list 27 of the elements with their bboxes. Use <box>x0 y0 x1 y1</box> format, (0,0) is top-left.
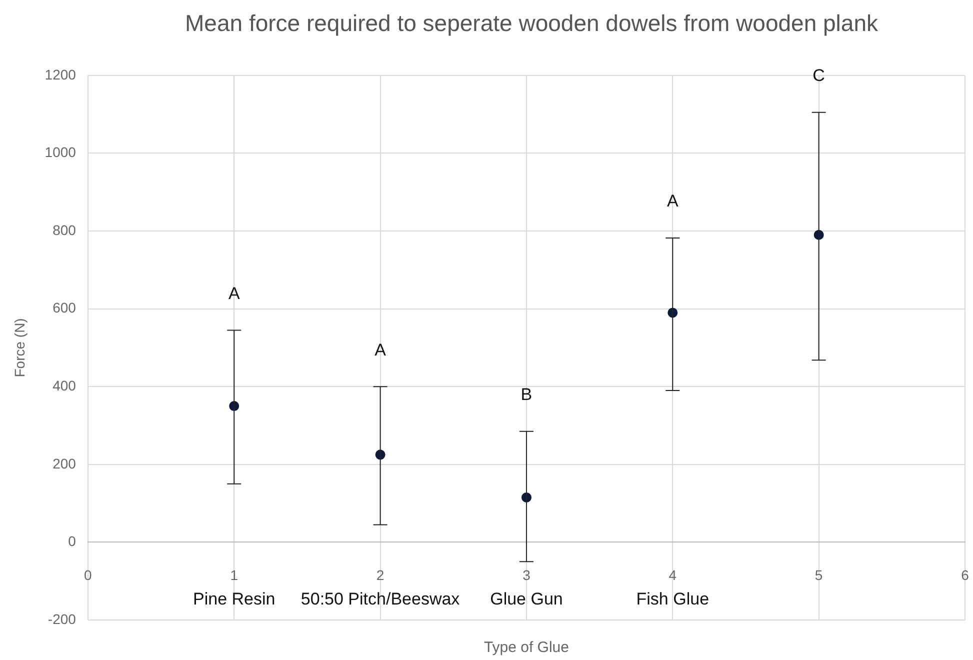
annotation: A <box>228 284 240 303</box>
y-tick-label: 400 <box>52 377 76 394</box>
y-tick-label: 600 <box>52 300 76 316</box>
x-tick-label: 5 <box>814 567 823 584</box>
x-tick-label: 4 <box>668 567 677 584</box>
y-tick-label: -200 <box>48 610 76 627</box>
y-tick-label: 200 <box>52 455 76 472</box>
y-tick-label: 800 <box>52 222 76 238</box>
annotation: A <box>666 192 679 211</box>
y-tick-label: 1200 <box>44 66 76 82</box>
annotation: Glue Gun <box>490 590 563 609</box>
x-tick-label: 3 <box>522 567 531 584</box>
annotation: Fish Glue <box>636 590 710 609</box>
annotation: Pine Resin <box>193 590 276 609</box>
x-tick-label: 2 <box>376 567 384 584</box>
y-axis-title: Force (N) <box>11 318 28 378</box>
annotation: B <box>520 385 532 404</box>
annotation: A <box>374 340 387 360</box>
x-tick-label: 6 <box>961 567 970 584</box>
y-tick-label: 0 <box>68 533 76 550</box>
x-tick-label: 0 <box>84 567 92 584</box>
annotation: 50:50 Pitch/Beeswax <box>300 590 460 609</box>
annotation: C <box>812 66 825 86</box>
chart-title: Mean force required to seperate wooden dowels from wooden plank <box>184 10 879 37</box>
x-tick-label: 1 <box>230 567 238 584</box>
y-tick-label: 1000 <box>44 144 76 160</box>
x-axis-title: Type of Glue <box>484 639 570 656</box>
